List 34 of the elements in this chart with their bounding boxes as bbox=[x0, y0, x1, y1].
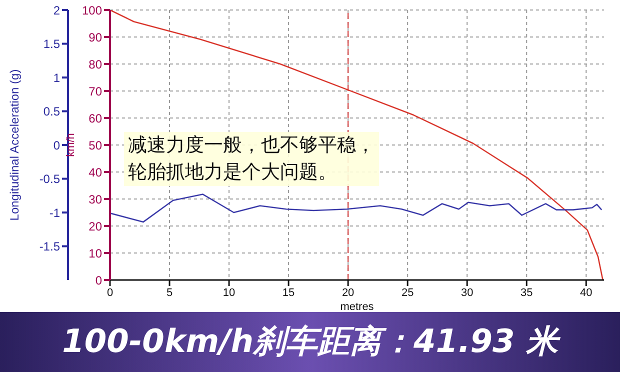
y-tick-label: -0.5 bbox=[39, 172, 60, 186]
y-tick-label: 1 bbox=[53, 70, 60, 85]
y-tick-label: 1.5 bbox=[43, 37, 60, 52]
x-tick-label: 15 bbox=[282, 286, 295, 299]
y2-tick-label: 70 bbox=[88, 84, 102, 98]
y2-tick-label: 40 bbox=[88, 165, 102, 180]
y-tick-label: 0.5 bbox=[43, 104, 60, 119]
y2-tick-label: 10 bbox=[88, 246, 102, 260]
x-tick-label: 20 bbox=[342, 286, 354, 299]
y2-axis-title: km/h bbox=[64, 133, 77, 157]
x-tick-label: 35 bbox=[520, 286, 533, 299]
y2-tick-label: 90 bbox=[88, 30, 102, 44]
annotation: 减速力度一般，也不够平稳，轮胎抓地力是个大问题。 bbox=[124, 132, 379, 186]
y-tick-label: 2 bbox=[53, 3, 60, 18]
x-tick-label: 5 bbox=[166, 286, 173, 299]
x-tick-label: 10 bbox=[222, 286, 236, 299]
y2-tick-label: 100 bbox=[82, 3, 102, 18]
x-axis-title: metres bbox=[340, 301, 374, 313]
y2-tick-label: 30 bbox=[88, 192, 102, 206]
x-tick-label: 30 bbox=[460, 286, 474, 299]
x-tick-label: 40 bbox=[580, 286, 592, 299]
x-tick-label: 25 bbox=[401, 286, 414, 299]
y-tick-label: 0 bbox=[53, 138, 60, 152]
y-tick-label: -1 bbox=[49, 206, 60, 220]
y-axis-title: Longitudinal Acceleration (g) bbox=[7, 69, 22, 221]
y2-tick-label: 80 bbox=[88, 57, 102, 72]
y2-tick-label: 60 bbox=[88, 111, 102, 126]
text: 100-0km/h刹车距离：41.93 米 bbox=[62, 321, 558, 362]
y2-tick-label: 20 bbox=[88, 219, 102, 234]
y-tick-label: -1.5 bbox=[39, 240, 60, 254]
x-tick-label: 0 bbox=[106, 286, 114, 299]
y2-tick-label: 0 bbox=[95, 273, 102, 288]
line-series bbox=[110, 194, 602, 223]
y2-tick-label: 50 bbox=[88, 138, 102, 152]
